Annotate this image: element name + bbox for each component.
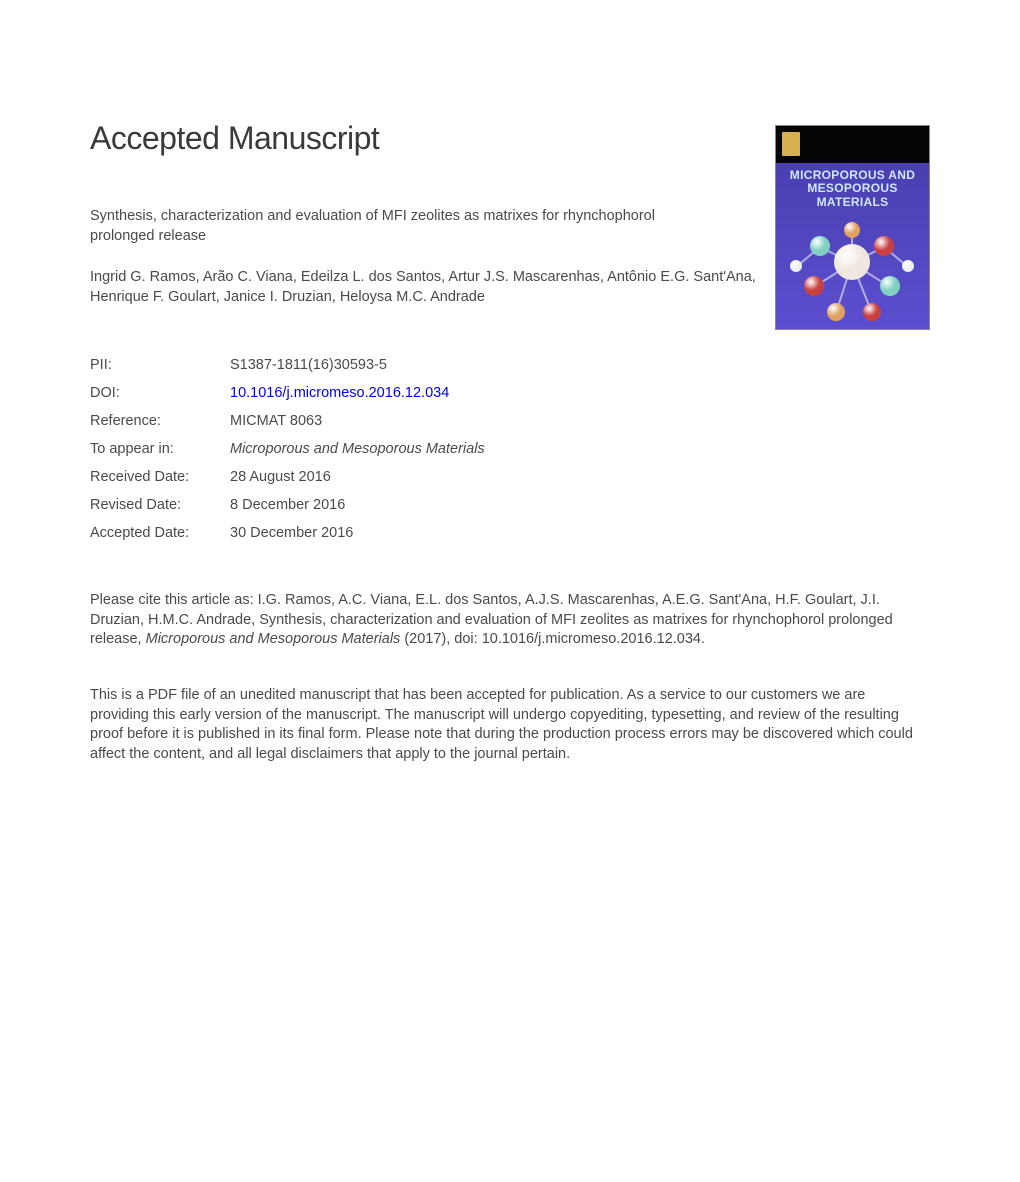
- meta-value: 28 August 2016: [230, 463, 485, 491]
- elsevier-logo-icon: [782, 132, 800, 156]
- molecule-atom: [902, 260, 914, 272]
- cover-topbar: [776, 126, 929, 163]
- meta-label: To appear in:: [90, 435, 230, 463]
- meta-value: 10.1016/j.micromeso.2016.12.034: [230, 379, 485, 407]
- meta-row-received: Received Date: 28 August 2016: [90, 463, 485, 491]
- citation-suffix: (2017), doi: 10.1016/j.micromeso.2016.12…: [400, 631, 705, 647]
- meta-value: MICMAT 8063: [230, 407, 485, 435]
- molecule-atom: [827, 303, 845, 321]
- meta-row-accepted: Accepted Date: 30 December 2016: [90, 519, 485, 547]
- doi-link[interactable]: 10.1016/j.micromeso.2016.12.034: [230, 385, 449, 401]
- meta-value: 30 December 2016: [230, 519, 485, 547]
- molecule-atom: [844, 222, 860, 238]
- meta-label: PII:: [90, 351, 230, 379]
- citation-paragraph: Please cite this article as: I.G. Ramos,…: [90, 591, 910, 650]
- molecule-atom: [810, 236, 830, 256]
- meta-label: DOI:: [90, 379, 230, 407]
- cover-molecule-graphic: [776, 216, 929, 330]
- molecule-atom: [880, 276, 900, 296]
- molecule-atom: [874, 236, 894, 256]
- molecule-atom: [863, 303, 881, 321]
- article-authors: Ingrid G. Ramos, Arão C. Viana, Edeilza …: [90, 268, 810, 307]
- meta-row-pii: PII: S1387-1811(16)30593-5: [90, 351, 485, 379]
- molecule-atom: [834, 244, 870, 280]
- meta-label: Accepted Date:: [90, 519, 230, 547]
- meta-label: Reference:: [90, 407, 230, 435]
- disclaimer-paragraph: This is a PDF file of an unedited manusc…: [90, 686, 920, 764]
- meta-value: Microporous and Mesoporous Materials: [230, 435, 485, 463]
- accepted-manuscript-page: MICROPOROUS AND MESOPOROUS MATERIALS Acc…: [0, 0, 1020, 824]
- metadata-table: PII: S1387-1811(16)30593-5 DOI: 10.1016/…: [90, 351, 485, 547]
- meta-row-revised: Revised Date: 8 December 2016: [90, 491, 485, 519]
- cover-title-line1: MICROPOROUS AND: [782, 169, 923, 183]
- meta-label: Received Date:: [90, 463, 230, 491]
- article-title: Synthesis, characterization and evaluati…: [90, 207, 690, 246]
- meta-row-reference: Reference: MICMAT 8063: [90, 407, 485, 435]
- journal-name: Microporous and Mesoporous Materials: [230, 441, 485, 457]
- molecule-atom: [790, 260, 802, 272]
- meta-value: S1387-1811(16)30593-5: [230, 351, 485, 379]
- meta-value: 8 December 2016: [230, 491, 485, 519]
- meta-label: Revised Date:: [90, 491, 230, 519]
- journal-cover-thumbnail: MICROPOROUS AND MESOPOROUS MATERIALS: [775, 125, 930, 330]
- cover-title-line2: MESOPOROUS MATERIALS: [782, 182, 923, 210]
- citation-journal: Microporous and Mesoporous Materials: [146, 631, 401, 647]
- cover-journal-title: MICROPOROUS AND MESOPOROUS MATERIALS: [776, 163, 929, 212]
- meta-row-doi: DOI: 10.1016/j.micromeso.2016.12.034: [90, 379, 485, 407]
- meta-row-appear: To appear in: Microporous and Mesoporous…: [90, 435, 485, 463]
- molecule-atom: [804, 276, 824, 296]
